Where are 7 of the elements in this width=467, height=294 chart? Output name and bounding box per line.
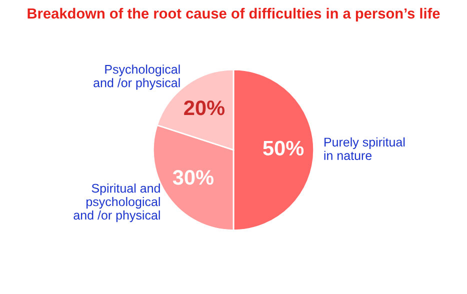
data-label: 50% xyxy=(263,140,304,156)
data-label: 20% xyxy=(184,100,225,116)
chart-title: Breakdown of the root cause of difficulties in a person’s life xyxy=(28,8,440,22)
data-label: 30% xyxy=(172,170,214,185)
slice-label: Purely spiritual in nature xyxy=(324,137,405,160)
slice-label: Psychological and /or physical xyxy=(94,64,180,90)
slice-label: Spiritual and psychological and /or physical xyxy=(74,184,160,222)
